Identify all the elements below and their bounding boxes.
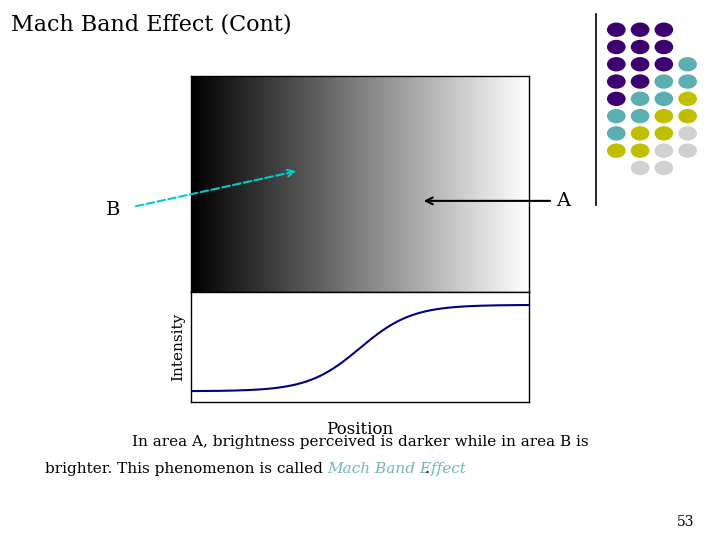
Text: Mach Band Effect: Mach Band Effect [328,462,467,476]
Text: 53: 53 [678,515,695,529]
Text: .: . [425,462,430,476]
Text: Mach Band Effect (Cont): Mach Band Effect (Cont) [11,14,292,36]
Text: Position: Position [326,421,394,438]
Text: In area A, brightness perceived is darker while in area B is: In area A, brightness perceived is darke… [132,435,588,449]
Text: A: A [557,192,571,210]
Text: brighter. This phenomenon is called: brighter. This phenomenon is called [45,462,328,476]
Y-axis label: Intensity: Intensity [171,313,185,381]
Text: B: B [106,200,120,219]
